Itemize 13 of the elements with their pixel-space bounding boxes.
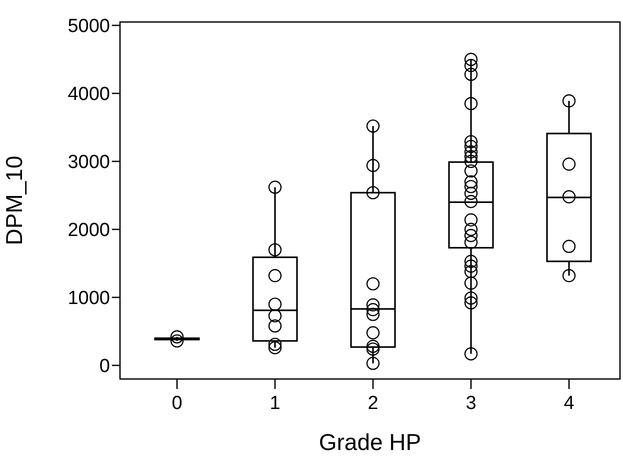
x-tick-label: 4 (564, 393, 575, 414)
x-tick-label: 0 (172, 393, 182, 414)
x-axis-title: Grade HP (318, 429, 422, 455)
x-tick-label: 1 (270, 393, 280, 414)
y-tick-label: 0 (99, 356, 110, 378)
y-tick-label: 4000 (68, 84, 110, 106)
x-tick-label: 2 (368, 393, 378, 414)
y-tick-label: 1000 (68, 288, 110, 310)
y-axis-title: DPM_10 (1, 156, 27, 246)
y-tick-label: 3000 (68, 152, 110, 174)
y-tick-label: 2000 (68, 220, 110, 242)
y-tick-label: 5000 (68, 16, 110, 38)
x-tick-label: 3 (466, 393, 476, 414)
